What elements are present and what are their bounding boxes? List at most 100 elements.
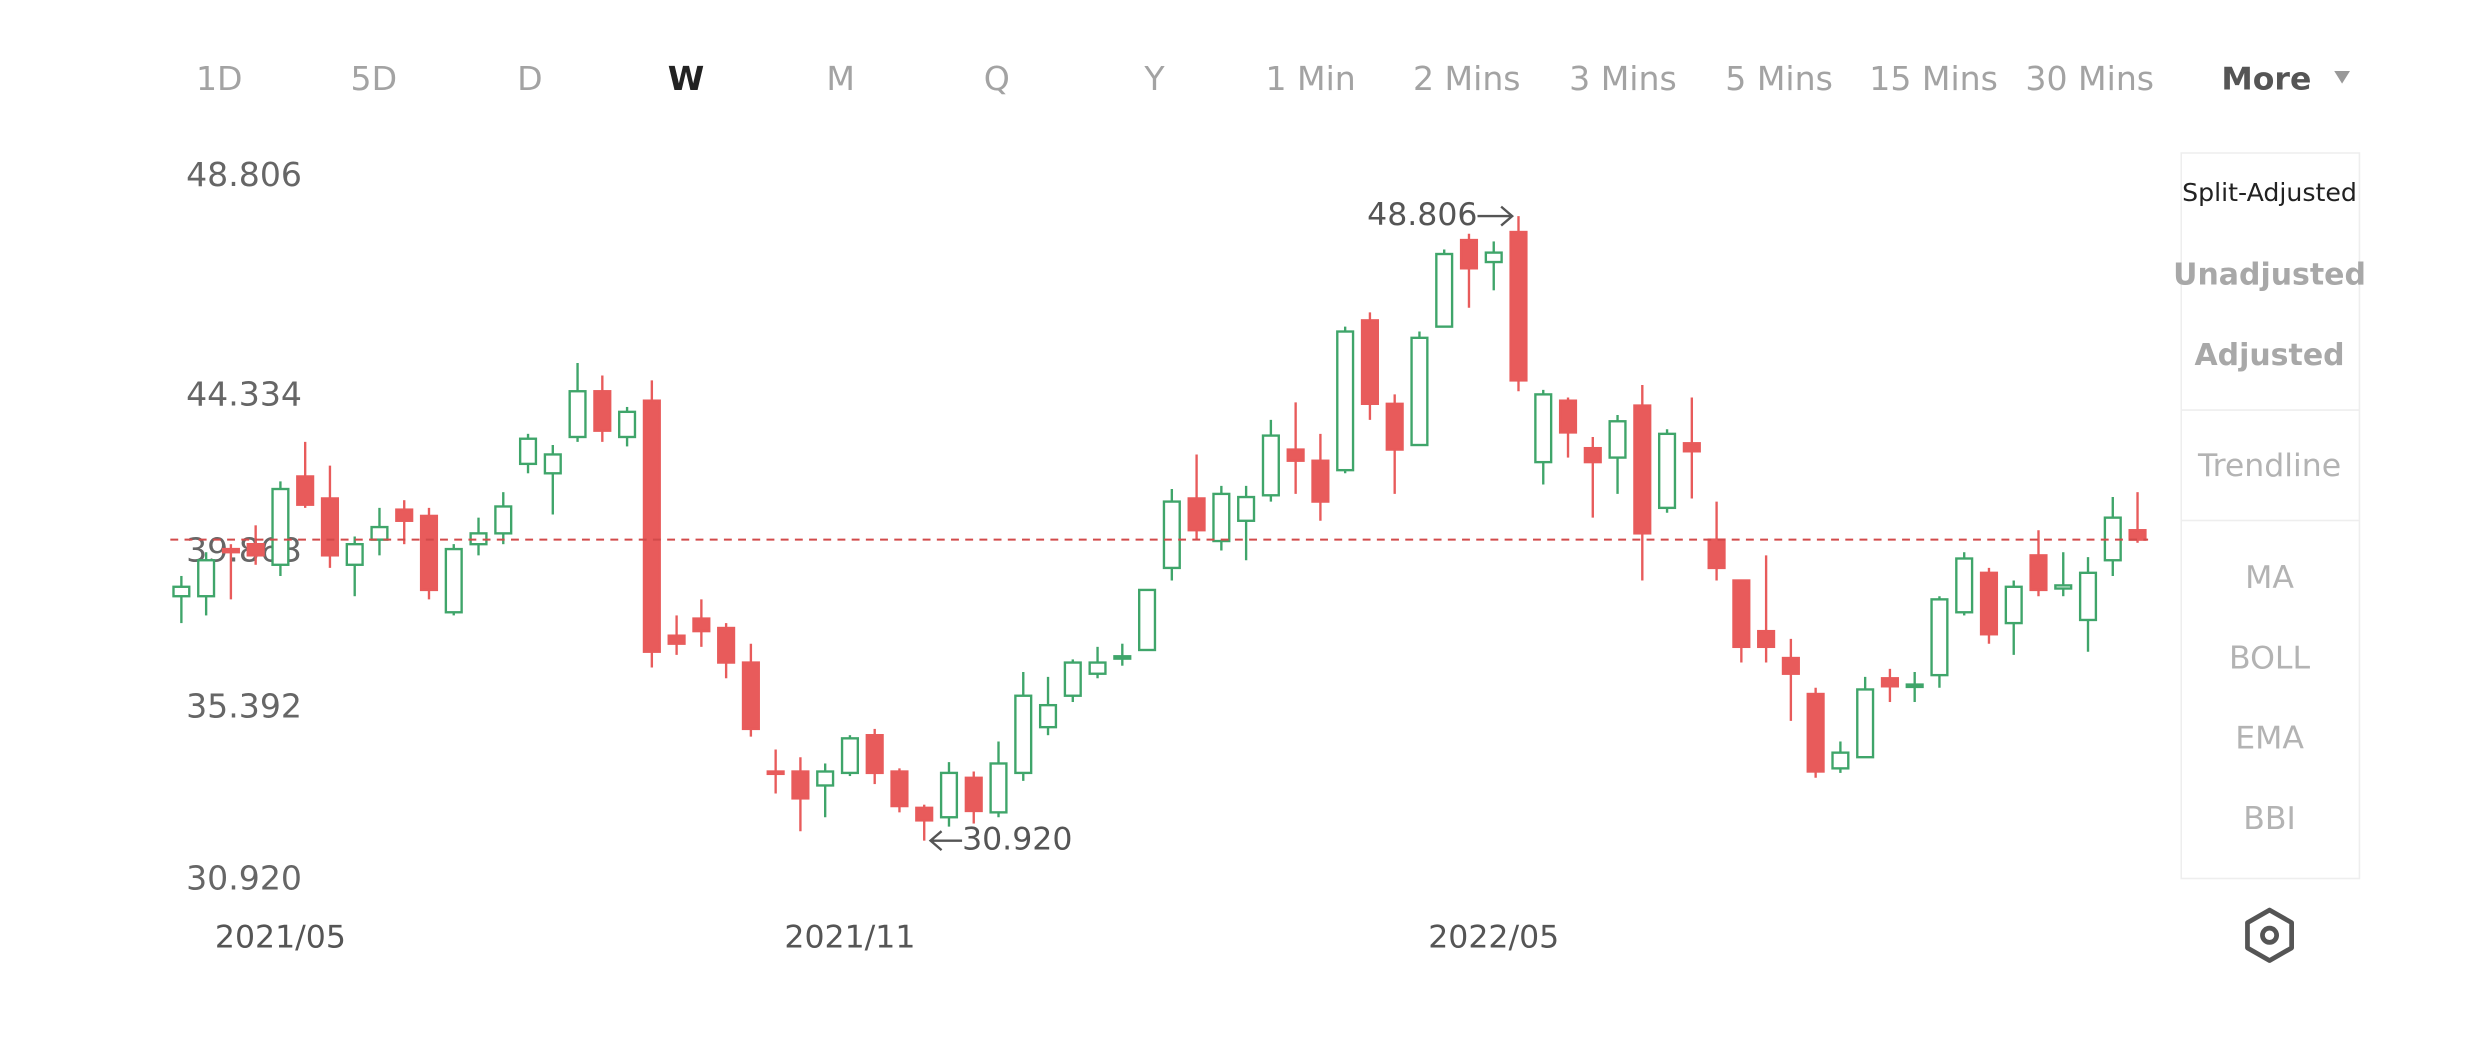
candle-body <box>1732 579 1751 649</box>
candle-body <box>1806 692 1825 773</box>
y-tick-label: 44.334 <box>186 374 302 413</box>
period-tab[interactable]: M <box>826 59 855 98</box>
tool-option[interactable]: Trendline <box>2197 448 2341 484</box>
adjust-option[interactable]: Split-Adjusted <box>2182 178 2357 207</box>
candle-body <box>1385 402 1404 451</box>
candle-body <box>1261 434 1280 497</box>
settings-dot <box>2260 925 2280 945</box>
candle-body <box>1608 420 1627 459</box>
more-caret <box>2334 70 2350 84</box>
candle-body <box>989 762 1008 814</box>
y-tick-label: 48.806 <box>186 155 302 194</box>
period-tab[interactable]: 5D <box>351 59 398 98</box>
candle-body <box>543 453 562 475</box>
indicator-option[interactable]: BOLL <box>2229 640 2310 676</box>
candle-body <box>1831 751 1850 770</box>
candle-body <box>890 770 909 808</box>
candle-body <box>1930 598 1949 677</box>
x-tick-label: 2022/05 <box>1428 919 1559 955</box>
period-tab[interactable]: Y <box>1143 59 1165 98</box>
candle-body <box>1856 688 1875 759</box>
candle-body <box>246 543 265 557</box>
candle-body <box>296 475 315 506</box>
candle-body <box>1162 500 1181 570</box>
max-arrow <box>1477 205 1515 227</box>
candle-body <box>2004 585 2023 625</box>
y-tick-label: 30.920 <box>186 859 302 898</box>
candle-body <box>1955 557 1974 614</box>
candle-body <box>320 497 340 557</box>
candle-body <box>1336 330 1355 472</box>
min-arrow <box>928 830 963 852</box>
candle-body <box>1880 677 1899 688</box>
candle-body <box>2078 571 2098 622</box>
candle-body <box>642 399 661 653</box>
period-tab[interactable]: 15 Mins <box>1869 59 1998 98</box>
period-tab[interactable]: W <box>668 59 705 98</box>
candle-body <box>865 734 884 775</box>
candle-body <box>1657 432 1677 510</box>
period-tab[interactable]: 30 Mins <box>2025 59 2154 98</box>
candle-body <box>1484 251 1503 264</box>
candle-body <box>1558 399 1578 434</box>
period-tab[interactable]: D <box>517 59 542 98</box>
candle-body <box>1138 588 1157 652</box>
candle-body <box>667 634 686 645</box>
candle-body <box>915 806 934 822</box>
candle-body <box>1459 238 1479 270</box>
adjust-option[interactable]: Unadjusted <box>2173 258 2366 293</box>
candle-body <box>741 661 760 731</box>
candle-body <box>568 390 587 439</box>
candle-body <box>1435 252 1454 328</box>
period-tab[interactable]: Q <box>984 59 1010 98</box>
candle-body <box>395 508 414 522</box>
candle-body <box>1286 448 1305 462</box>
candle-body <box>766 770 785 776</box>
settings-icon[interactable] <box>2245 907 2294 963</box>
candle-body <box>1410 336 1429 447</box>
max-label: 48.806 <box>1367 197 1477 233</box>
period-tab[interactable]: 1 Min <box>1265 59 1355 98</box>
candle-body <box>2029 554 2048 592</box>
candle-body <box>1038 703 1058 729</box>
x-tick-label: 2021/11 <box>784 919 915 955</box>
candle-body <box>840 737 860 775</box>
adjust-option[interactable]: Adjusted <box>2194 338 2344 373</box>
candle-body <box>271 487 290 566</box>
candle-body <box>593 390 612 432</box>
candle-body <box>1063 661 1082 697</box>
candle-body <box>172 585 191 598</box>
candle-body <box>1905 683 1924 689</box>
period-tab[interactable]: 2 Mins <box>1413 59 1521 98</box>
candle-body <box>939 771 959 819</box>
min-label: 30.920 <box>962 822 1072 858</box>
candle-body <box>221 547 240 554</box>
candle-body <box>419 514 439 592</box>
candle-body <box>1014 694 1033 775</box>
period-tab[interactable]: 5 Mins <box>1725 59 1833 98</box>
candle-body <box>1237 495 1256 522</box>
more-button[interactable]: More <box>2221 61 2311 97</box>
candle-body <box>370 525 389 541</box>
candle-body <box>692 617 711 633</box>
period-tab[interactable]: 3 Mins <box>1569 59 1677 98</box>
candle-body <box>1707 538 1726 570</box>
candle-body <box>1360 319 1379 405</box>
candle-body <box>791 770 810 800</box>
candle-body <box>1583 446 1602 464</box>
indicator-option[interactable]: BBI <box>2243 801 2296 837</box>
period-tab[interactable]: 1D <box>196 59 243 98</box>
candle-body <box>717 626 736 664</box>
candle-body <box>1311 459 1330 503</box>
candle-body <box>1534 393 1553 464</box>
indicator-option[interactable]: MA <box>2245 560 2294 596</box>
candle-body <box>964 776 983 813</box>
candle-body <box>1781 656 1800 675</box>
candle-body <box>2128 529 2147 541</box>
candle-body <box>1212 492 1231 543</box>
candle-body <box>1633 404 1652 535</box>
indicator-option[interactable]: EMA <box>2235 721 2304 757</box>
candle-body <box>518 437 538 466</box>
